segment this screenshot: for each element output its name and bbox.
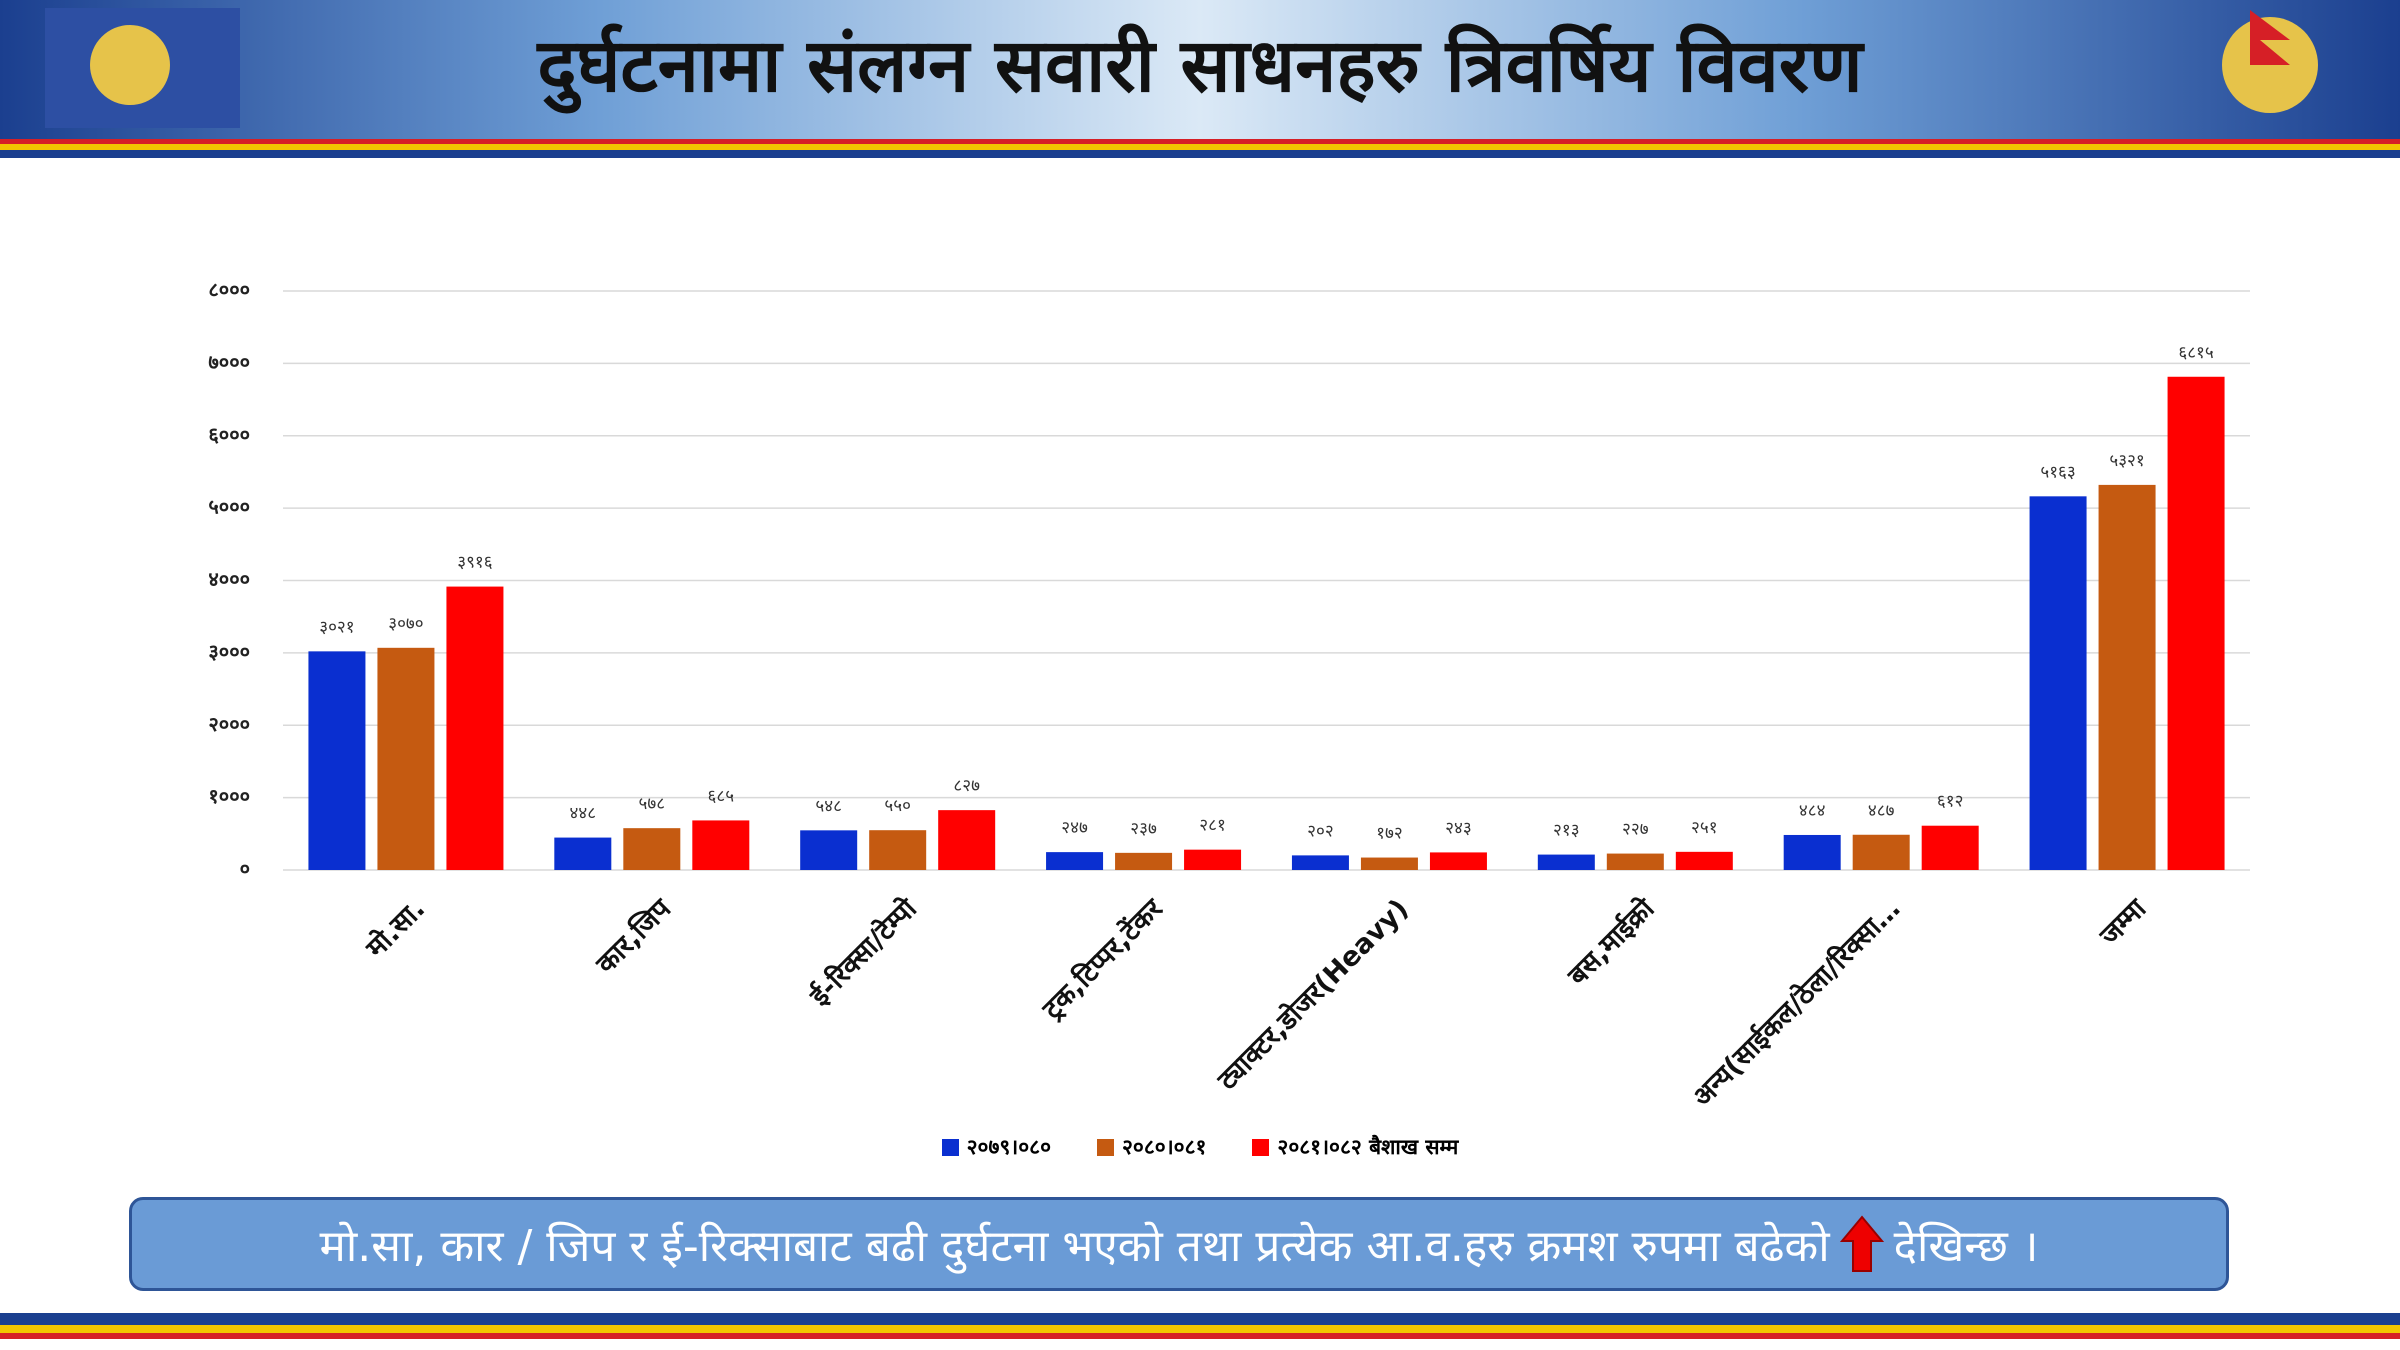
x-tick-label: ट्रक,टिप्पर,टेंकर bbox=[1035, 892, 1169, 1026]
value-label: ८२७ bbox=[953, 776, 980, 796]
value-label: ३९१६ bbox=[457, 553, 493, 573]
bar bbox=[2029, 496, 2087, 870]
y-tick-label: ५००० bbox=[208, 495, 250, 519]
bar bbox=[2167, 376, 2225, 870]
value-label: ४८४ bbox=[1799, 801, 1826, 821]
x-tick-label: जम्मा bbox=[2093, 893, 2153, 953]
bar bbox=[1429, 852, 1487, 870]
value-label: ६८१५ bbox=[2178, 343, 2213, 363]
stripe bbox=[0, 139, 2400, 144]
value-label: २८१ bbox=[1199, 816, 1226, 836]
value-label: ५१६३ bbox=[2040, 462, 2075, 482]
value-label: २४७ bbox=[1061, 818, 1088, 838]
bar bbox=[1606, 853, 1664, 870]
x-tick-label: ट्याक्टर,डोजर(Heavy) bbox=[1211, 893, 1415, 1097]
value-label: ३०७० bbox=[388, 614, 423, 634]
y-tick-label: २००० bbox=[208, 712, 250, 736]
footer-text-end: देखिन्छ । bbox=[1893, 1221, 2039, 1272]
legend-swatch bbox=[941, 1138, 959, 1156]
up-arrow bbox=[1839, 1215, 1884, 1272]
stripe bbox=[0, 1313, 2400, 1325]
bar bbox=[1783, 834, 1841, 870]
bar bbox=[692, 820, 750, 870]
bar bbox=[1675, 851, 1733, 870]
bar bbox=[1537, 854, 1595, 870]
value-label: ६८५ bbox=[708, 786, 735, 806]
footer-text: मो.सा, कार / जिप र ई-रिक्साबाट बढी दुर्घ… bbox=[319, 1221, 1830, 1272]
y-tick-label: ३००० bbox=[208, 639, 250, 663]
value-label: ५४८ bbox=[815, 796, 842, 816]
footer-note: मो.सा, कार / जिप र ई-रिक्साबाट बढी दुर्घ… bbox=[129, 1197, 2229, 1291]
legend-swatch bbox=[1252, 1138, 1270, 1156]
legend-item: २०७९।०८० bbox=[941, 1133, 1052, 1161]
y-tick-label: ८००० bbox=[208, 278, 250, 302]
y-tick-label: ४००० bbox=[208, 567, 250, 591]
value-label: ५७८ bbox=[639, 794, 666, 814]
value-label: ६१२ bbox=[1937, 792, 1964, 812]
value-label: २५१ bbox=[1691, 818, 1718, 838]
legend-item: २०८१।०८२ बैशाख सम्म bbox=[1252, 1133, 1458, 1161]
stripe bbox=[0, 1333, 2400, 1339]
emblem bbox=[90, 25, 170, 105]
legend-label: २०७९।०८० bbox=[966, 1135, 1052, 1159]
stripe bbox=[0, 144, 2400, 150]
value-label: २०२ bbox=[1307, 821, 1334, 841]
bar bbox=[2098, 484, 2156, 870]
y-tick-label: ७००० bbox=[208, 350, 250, 374]
bar bbox=[446, 586, 504, 870]
bar bbox=[377, 647, 435, 870]
bar bbox=[554, 837, 612, 870]
bar bbox=[1115, 852, 1173, 870]
bar bbox=[623, 828, 681, 870]
bar bbox=[938, 810, 996, 870]
bar bbox=[1184, 849, 1242, 870]
stripe bbox=[0, 1325, 2400, 1333]
value-label: ५५० bbox=[884, 796, 911, 816]
legend-label: २०८१।०८२ बैशाख सम्म bbox=[1277, 1135, 1459, 1159]
value-label: २४३ bbox=[1445, 818, 1472, 838]
x-tick-label: मो.सा. bbox=[359, 893, 431, 965]
bar bbox=[800, 830, 858, 870]
legend-swatch bbox=[1097, 1138, 1115, 1156]
value-label: १७२ bbox=[1376, 824, 1403, 844]
x-tick-label: कार,जिप bbox=[589, 891, 678, 980]
y-tick-label: १००० bbox=[208, 784, 250, 808]
x-tick-label: अन्य(साईकल/ठेला/रिक्सा… bbox=[1686, 893, 1906, 1113]
x-tick-label: बस,माईक्रो bbox=[1561, 892, 1661, 992]
bar bbox=[1291, 855, 1349, 870]
value-label: २२७ bbox=[1622, 820, 1649, 840]
bar bbox=[1360, 857, 1418, 870]
bar bbox=[1852, 834, 1910, 870]
header: दुर्घटनामा संलग्न सवारी साधनहरु त्रिवर्ष… bbox=[0, 0, 2400, 139]
logos bbox=[45, 8, 2318, 128]
y-tick-label: ६००० bbox=[208, 422, 250, 446]
bar bbox=[869, 830, 927, 870]
bar bbox=[1921, 825, 1979, 870]
slide-title: दुर्घटनामा संलग्न सवारी साधनहरु त्रिवर्ष… bbox=[537, 23, 1863, 109]
value-label: ५३२१ bbox=[2109, 451, 2144, 471]
value-label: ४८७ bbox=[1868, 801, 1895, 821]
value-label: २३७ bbox=[1130, 819, 1157, 839]
stripe bbox=[0, 150, 2400, 158]
legend-item: २०८०।०८१ bbox=[1097, 1133, 1206, 1161]
legend-label: २०८०।०८१ bbox=[1122, 1135, 1207, 1159]
bar bbox=[308, 651, 366, 870]
y-tick-label: ० bbox=[240, 857, 250, 881]
legend: २०७९।०८० २०८०।०८१ २०८१।०८२ बैशाख सम्म bbox=[0, 1133, 2400, 1161]
value-label: २१३ bbox=[1553, 821, 1580, 841]
value-label: ४४८ bbox=[570, 804, 597, 824]
nepal-flag bbox=[2250, 10, 2290, 65]
x-tick-label: ई-रिक्सा/टेम्पो bbox=[803, 892, 924, 1013]
bar bbox=[1046, 852, 1104, 870]
value-label: ३०२१ bbox=[319, 617, 354, 637]
